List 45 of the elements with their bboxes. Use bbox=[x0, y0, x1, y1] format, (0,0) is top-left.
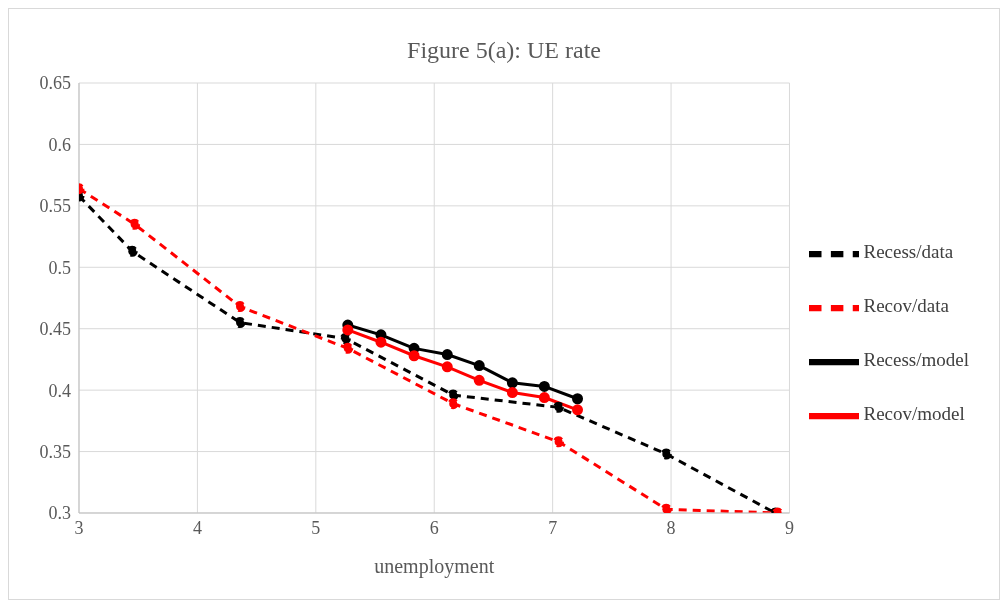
point bbox=[447, 389, 459, 401]
x-tick-label: 6 bbox=[429, 517, 439, 538]
point bbox=[342, 324, 354, 336]
point bbox=[553, 436, 565, 448]
point bbox=[660, 503, 672, 513]
legend-label: Recov/data bbox=[863, 295, 949, 316]
legend-label: Recess/model bbox=[863, 349, 969, 370]
point bbox=[129, 218, 141, 230]
chart-title: Figure 5(a): UE rate bbox=[406, 37, 602, 65]
x-axis-title: unemployment bbox=[374, 555, 495, 578]
x-tick-label: 7 bbox=[548, 517, 558, 538]
y-tick-label: 0.4 bbox=[48, 380, 71, 401]
point bbox=[375, 336, 387, 348]
legend-label: Recov/model bbox=[863, 403, 965, 424]
y-tick-label: 0.65 bbox=[39, 73, 71, 94]
y-tick-label: 0.45 bbox=[39, 319, 71, 340]
point bbox=[447, 398, 459, 410]
y-tick-label: 0.55 bbox=[39, 196, 71, 217]
y-tick-label: 0.3 bbox=[48, 503, 71, 524]
point bbox=[506, 377, 518, 389]
point bbox=[441, 361, 453, 373]
point bbox=[408, 350, 420, 362]
point bbox=[339, 333, 351, 345]
legend-label: Recess/data bbox=[863, 241, 954, 262]
y-tick-label: 0.35 bbox=[39, 441, 71, 462]
point bbox=[473, 374, 485, 386]
point bbox=[553, 401, 565, 413]
point bbox=[506, 387, 518, 399]
x-tick-label: 9 bbox=[784, 517, 794, 538]
x-tick-label: 4 bbox=[192, 517, 202, 538]
y-tick-label: 0.5 bbox=[48, 257, 71, 278]
point bbox=[441, 349, 453, 361]
y-tick-label: 0.6 bbox=[48, 134, 71, 155]
x-tick-label: 8 bbox=[666, 517, 676, 538]
x-tick-label: 3 bbox=[74, 517, 84, 538]
point bbox=[126, 245, 138, 257]
point bbox=[538, 380, 550, 392]
point bbox=[538, 392, 550, 404]
point bbox=[342, 342, 354, 354]
point bbox=[660, 448, 672, 460]
point bbox=[473, 360, 485, 372]
point bbox=[572, 393, 584, 405]
point bbox=[234, 301, 246, 313]
x-tick-label: 5 bbox=[311, 517, 321, 538]
point bbox=[572, 404, 584, 416]
